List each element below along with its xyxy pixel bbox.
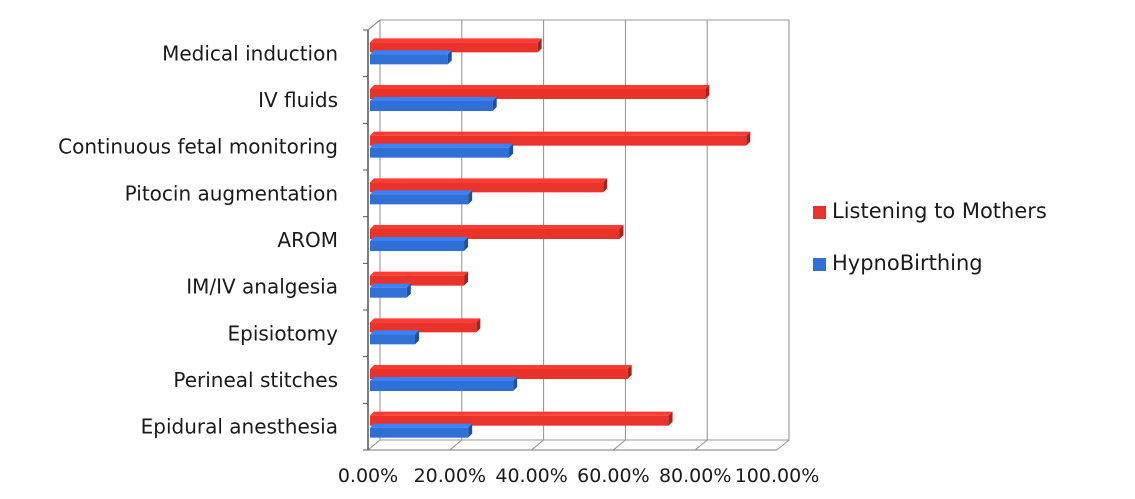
x-tick-label: 80.00% — [659, 465, 731, 487]
legend-swatch — [813, 206, 826, 219]
bar-listening-to-mothers-epidural-anesthesia — [370, 411, 673, 426]
legend-item-hypnobirthing: HypnoBirthing — [813, 251, 983, 275]
bar-hypnobirthing-epidural-anesthesia — [370, 423, 473, 438]
bar-hypnobirthing-arom — [370, 237, 469, 251]
bar-listening-to-mothers-episiotomy — [370, 318, 481, 333]
floor-gridline — [449, 439, 463, 451]
bar-hypnobirthing-pitocin-augmentation — [370, 190, 473, 205]
bar-hypnobirthing-im-iv-analgesia — [370, 283, 411, 298]
legend-label: HypnoBirthing — [832, 251, 983, 275]
x-tick-label: 0.00% — [338, 465, 398, 487]
category-label-epidural-anesthesia: Epidural anesthesia — [141, 415, 338, 439]
axis-depth-edge — [367, 19, 381, 31]
category-label-perineal-stitches: Perineal stitches — [173, 368, 338, 392]
floor-gridline — [694, 439, 708, 451]
category-label-im-iv-analgesia: IM/IV analgesia — [186, 275, 338, 299]
category-label-episiotomy: Episiotomy — [228, 321, 339, 345]
floor-gridline — [776, 439, 790, 451]
x-tick-labels: 0.00% 20.00% 40.00% 60.00% 80.00% 100.00% — [338, 465, 819, 487]
bar-listening-to-mothers-pitocin-augmentation — [370, 178, 608, 193]
x-tick-label: 60.00% — [577, 465, 649, 487]
floor-gridline — [531, 439, 544, 451]
legend-label: Listening to Mothers — [832, 199, 1047, 223]
category-label-continuous-fetal-monitoring: Continuous fetal monitoring — [58, 135, 338, 159]
bar-hypnobirthing-episiotomy — [370, 330, 419, 345]
bar-hypnobirthing-perineal-stitches — [370, 377, 518, 391]
bar-listening-to-mothers-arom — [370, 225, 624, 239]
category-label-medical-induction: Medical induction — [162, 41, 338, 65]
bar-listening-to-mothers-continuous-fetal-monitoring — [370, 131, 751, 146]
legend-item-listening-to-mothers: Listening to Mothers — [813, 199, 1047, 223]
bar-listening-to-mothers-iv-fluids — [370, 85, 710, 99]
legend-swatch — [813, 258, 826, 271]
bar-listening-to-mothers-im-iv-analgesia — [370, 271, 469, 286]
category-labels: Medical induction IV fluids Continuous fet… — [58, 41, 338, 438]
bars — [370, 38, 751, 438]
legend: Listening to Mothers HypnoBirthing — [813, 199, 1047, 275]
category-label-arom: AROM — [277, 228, 338, 252]
x-tick-label: 20.00% — [414, 465, 486, 487]
floor-gridline — [367, 439, 381, 451]
category-label-iv-fluids: IV fluids — [258, 88, 338, 112]
bar-listening-to-mothers-perineal-stitches — [370, 365, 632, 379]
x-tick-label: 40.00% — [495, 465, 567, 487]
bar-hypnobirthing-medical-induction — [370, 50, 452, 65]
category-label-pitocin-augmentation: Pitocin augmentation — [125, 181, 338, 205]
bar-hypnobirthing-iv-fluids — [370, 97, 497, 111]
bar-hypnobirthing-continuous-fetal-monitoring — [370, 143, 514, 158]
bar-listening-to-mothers-medical-induction — [370, 38, 542, 53]
axis — [363, 19, 777, 451]
x-tick-label: 100.00% — [735, 465, 820, 487]
floor-gridline — [613, 439, 626, 451]
